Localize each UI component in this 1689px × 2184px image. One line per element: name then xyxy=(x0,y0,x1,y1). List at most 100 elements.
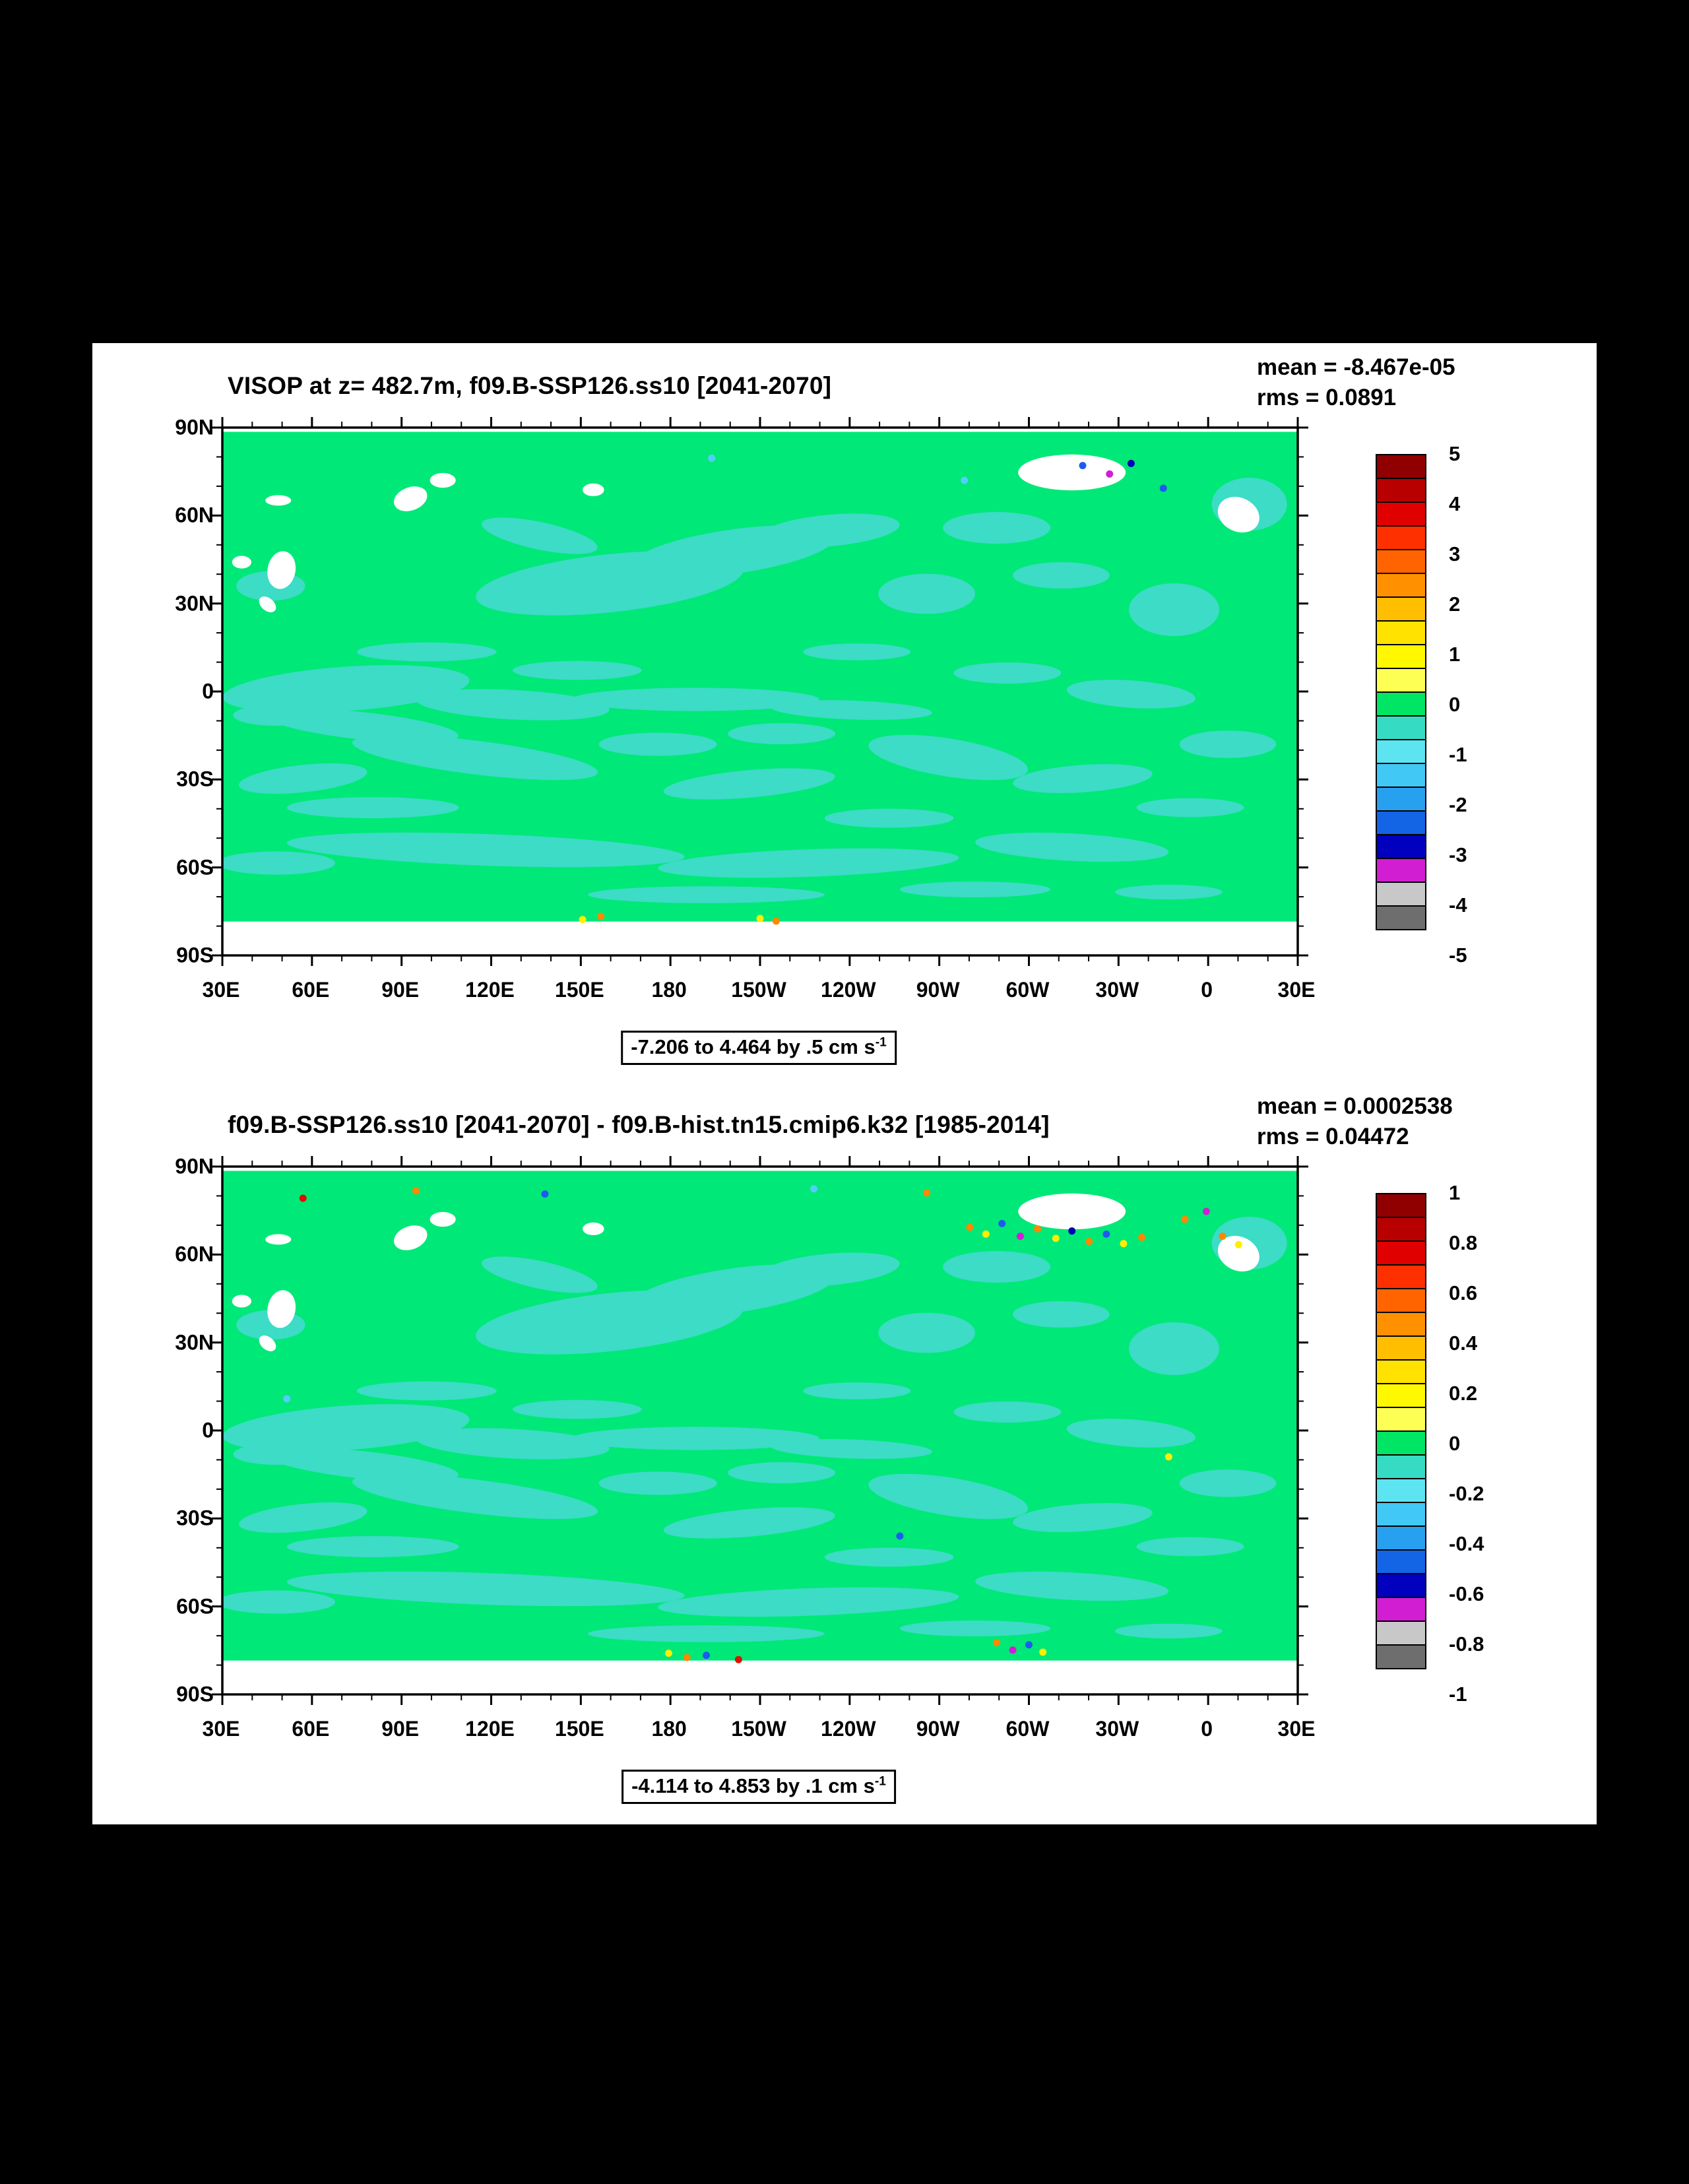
colorbar-cell xyxy=(1376,1478,1426,1503)
lon-tick-label: 30W xyxy=(1095,978,1139,1002)
colorbar-tick-label: 0.8 xyxy=(1449,1231,1478,1254)
lon-tick-label: 150W xyxy=(731,1717,786,1741)
colorbar-cell xyxy=(1376,1430,1426,1456)
panel1-map xyxy=(212,417,1308,966)
lon-tick-label: 0 xyxy=(1201,978,1213,1002)
panel1-mean-value: mean = -8.467e-05 xyxy=(1257,354,1455,380)
colorbar-cell xyxy=(1376,1573,1426,1598)
panel2-rms-value: rms = 0.04472 xyxy=(1257,1124,1409,1149)
colorbar-cell xyxy=(1376,1526,1426,1551)
lon-tick-label: 60E xyxy=(292,978,330,1002)
colorbar-cell xyxy=(1376,834,1426,859)
colorbar-tick-label: -0.2 xyxy=(1449,1482,1484,1505)
colorbar-cell xyxy=(1376,1549,1426,1574)
colorbar-tick-label: -4 xyxy=(1449,893,1467,916)
lat-tick-label: 30S xyxy=(176,767,214,791)
lat-tick-label: 90S xyxy=(176,943,214,967)
panel2-title: f09.B-SSP126.ss10 [2041-2070] - f09.B-hi… xyxy=(228,1111,1050,1138)
panel1-rms-value: rms = 0.0891 xyxy=(1257,385,1397,410)
colorbar-cell xyxy=(1376,787,1426,812)
lon-tick-label: 30E xyxy=(1277,1717,1316,1741)
colorbar-tick-label: 2 xyxy=(1449,593,1461,616)
lon-tick-label: 120E xyxy=(465,1717,515,1741)
colorbar-cell xyxy=(1376,1502,1426,1527)
colorbar-cell xyxy=(1376,478,1426,503)
colorbar-tick-label: 0.4 xyxy=(1449,1332,1478,1355)
panel2-stats: mean = 0.0002538 rms = 0.04472 xyxy=(1257,1091,1453,1152)
lat-tick-label: 0 xyxy=(202,1418,214,1442)
colorbar-cell xyxy=(1376,1359,1426,1384)
colorbar-cell xyxy=(1376,1407,1426,1432)
colorbar-cell xyxy=(1376,644,1426,669)
colorbar-cell xyxy=(1376,454,1426,479)
colorbar-tick-label: -3 xyxy=(1449,843,1467,866)
panel1-stats: mean = -8.467e-05 rms = 0.0891 xyxy=(1257,352,1455,413)
lat-tick-label: 60N xyxy=(175,503,214,527)
lat-tick-label: 60N xyxy=(175,1242,214,1266)
lon-tick-label: 0 xyxy=(1201,1717,1213,1741)
colorbar-cell xyxy=(1376,501,1426,527)
colorbar-tick-label: 0.2 xyxy=(1449,1382,1478,1405)
panel2-mean-value: mean = 0.0002538 xyxy=(1257,1093,1453,1119)
lon-tick-label: 90E xyxy=(381,1717,420,1741)
panel2-range-exponent: -1 xyxy=(874,1774,886,1789)
lon-tick-label: 120W xyxy=(821,978,876,1002)
colorbar-cell xyxy=(1376,882,1426,907)
colorbar-tick-label: 0 xyxy=(1449,1432,1461,1455)
colorbar-cell xyxy=(1376,549,1426,574)
colorbar-cell xyxy=(1376,1240,1426,1266)
colorbar-cell xyxy=(1376,1597,1426,1622)
colorbar-tick-label: -2 xyxy=(1449,793,1467,816)
colorbar-cell xyxy=(1376,1644,1426,1669)
colorbar-cell xyxy=(1376,620,1426,645)
lon-tick-label: 120W xyxy=(821,1717,876,1741)
lat-tick-label: 90S xyxy=(176,1682,214,1706)
colorbar-cell xyxy=(1376,1335,1426,1361)
lon-tick-label: 90W xyxy=(916,978,960,1002)
panel2-map xyxy=(212,1156,1308,1705)
panel2-range-caption: -4.114 to 4.853 by .1 cm s-1 xyxy=(621,1770,896,1804)
colorbar-cell xyxy=(1376,691,1426,717)
colorbar-tick-label: 1 xyxy=(1449,1181,1461,1204)
panel1-range-caption: -7.206 to 4.464 by .5 cm s-1 xyxy=(621,1031,897,1065)
colorbar-tick-label: -5 xyxy=(1449,944,1467,967)
lon-tick-label: 150E xyxy=(554,1717,604,1741)
colorbar-cell xyxy=(1376,1217,1426,1242)
colorbar-tick-label: 0.6 xyxy=(1449,1281,1478,1304)
lat-tick-label: 30N xyxy=(175,1330,214,1355)
colorbar-cell xyxy=(1376,668,1426,693)
panel2-colorbar xyxy=(1376,1193,1426,1669)
lat-tick-label: 90N xyxy=(175,1154,214,1178)
colorbar-tick-label: 4 xyxy=(1449,492,1461,515)
lon-tick-label: 30E xyxy=(1277,978,1316,1002)
colorbar-tick-label: 0 xyxy=(1449,693,1461,716)
colorbar-cell xyxy=(1376,739,1426,764)
colorbar-cell xyxy=(1376,810,1426,835)
lat-tick-label: 60S xyxy=(176,855,214,880)
lon-tick-label: 60E xyxy=(292,1717,330,1741)
colorbar-cell xyxy=(1376,715,1426,740)
colorbar-tick-label: -0.4 xyxy=(1449,1532,1484,1555)
colorbar-tick-label: 1 xyxy=(1449,643,1461,666)
lon-tick-label: 60W xyxy=(1005,978,1050,1002)
colorbar-cell xyxy=(1376,905,1426,930)
colorbar-cell xyxy=(1376,1264,1426,1289)
lat-tick-label: 30S xyxy=(176,1506,214,1530)
colorbar-cell xyxy=(1376,596,1426,622)
colorbar-cell xyxy=(1376,1312,1426,1337)
panel1-title: VISOP at z= 482.7m, f09.B-SSP126.ss10 [2… xyxy=(228,372,832,399)
lon-tick-label: 30W xyxy=(1095,1717,1139,1741)
plot-sheet: mean = -8.467e-05 rms = 0.0891 VISOP at … xyxy=(92,343,1597,1824)
colorbar-cell xyxy=(1376,1193,1426,1218)
lon-tick-label: 150E xyxy=(554,978,604,1002)
colorbar-cell xyxy=(1376,763,1426,788)
colorbar-cell xyxy=(1376,1454,1426,1479)
lon-tick-label: 120E xyxy=(465,978,515,1002)
colorbar-cell xyxy=(1376,1621,1426,1646)
panel2-range-text: -4.114 to 4.853 by .1 cm s xyxy=(631,1774,875,1797)
lon-tick-label: 90W xyxy=(916,1717,960,1741)
colorbar-cell xyxy=(1376,858,1426,883)
lat-tick-label: 0 xyxy=(202,679,214,703)
lon-tick-label: 180 xyxy=(651,978,687,1002)
